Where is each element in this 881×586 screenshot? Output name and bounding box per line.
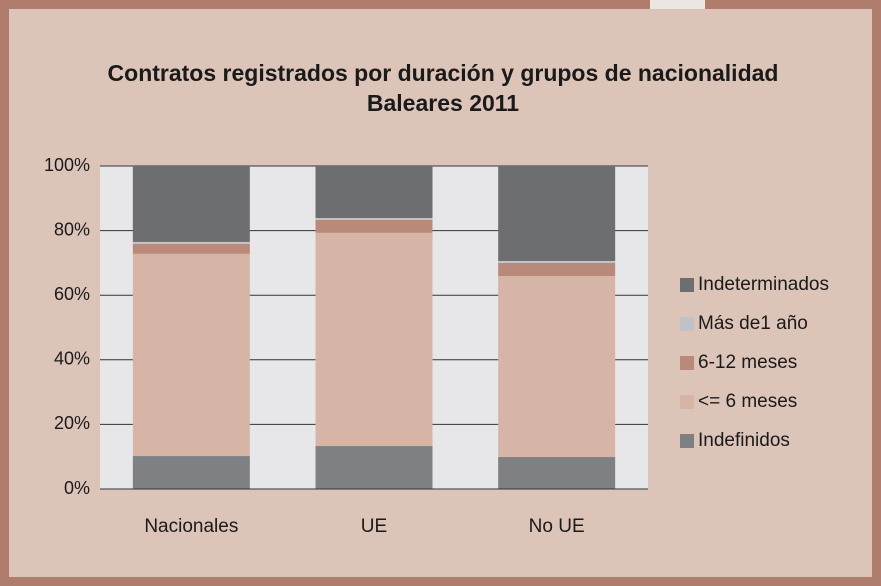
bar-segment xyxy=(498,166,616,261)
x-tick-label: No UE xyxy=(529,516,585,537)
bar-segment xyxy=(498,262,616,277)
y-tick-label: 20% xyxy=(54,413,90,433)
notch xyxy=(650,0,705,9)
bar-segment xyxy=(315,166,433,219)
legend-swatch xyxy=(680,395,694,409)
y-tick-label: 100% xyxy=(44,155,90,175)
y-tick-label: 40% xyxy=(54,349,90,369)
legend-swatch xyxy=(680,278,694,292)
chart-subtitle: Baleares 2011 xyxy=(367,90,519,116)
bar-segment xyxy=(315,446,433,489)
bar-segment xyxy=(132,241,250,244)
bar-segment xyxy=(498,457,616,489)
x-tick-label: UE xyxy=(361,516,387,537)
legend-label: Indefinidos xyxy=(698,430,790,451)
legend-label: Más de1 año xyxy=(698,313,808,334)
bar-segment xyxy=(315,219,433,233)
y-tick-label: 0% xyxy=(64,478,90,498)
legend-swatch xyxy=(680,356,694,370)
bar-segment xyxy=(498,260,616,263)
x-tick-label: Nacionales xyxy=(144,516,238,537)
legend-swatch xyxy=(680,434,694,448)
bar-segment xyxy=(132,166,250,242)
bar-segment xyxy=(132,253,250,457)
bar-segment xyxy=(315,232,433,447)
y-tick-label: 80% xyxy=(54,219,90,239)
legend-label: Indeterminados xyxy=(698,274,829,295)
legend-label: 6-12 meses xyxy=(698,352,797,373)
chart-title: Contratos registrados por duración y gru… xyxy=(108,60,779,86)
legend-swatch xyxy=(680,317,694,331)
y-tick-label: 60% xyxy=(54,284,90,304)
legend-label: <= 6 meses xyxy=(698,391,797,412)
bar-segment xyxy=(498,276,616,458)
bar-segment xyxy=(132,456,250,489)
bar-segment xyxy=(315,218,433,220)
bar-segment xyxy=(132,243,250,254)
